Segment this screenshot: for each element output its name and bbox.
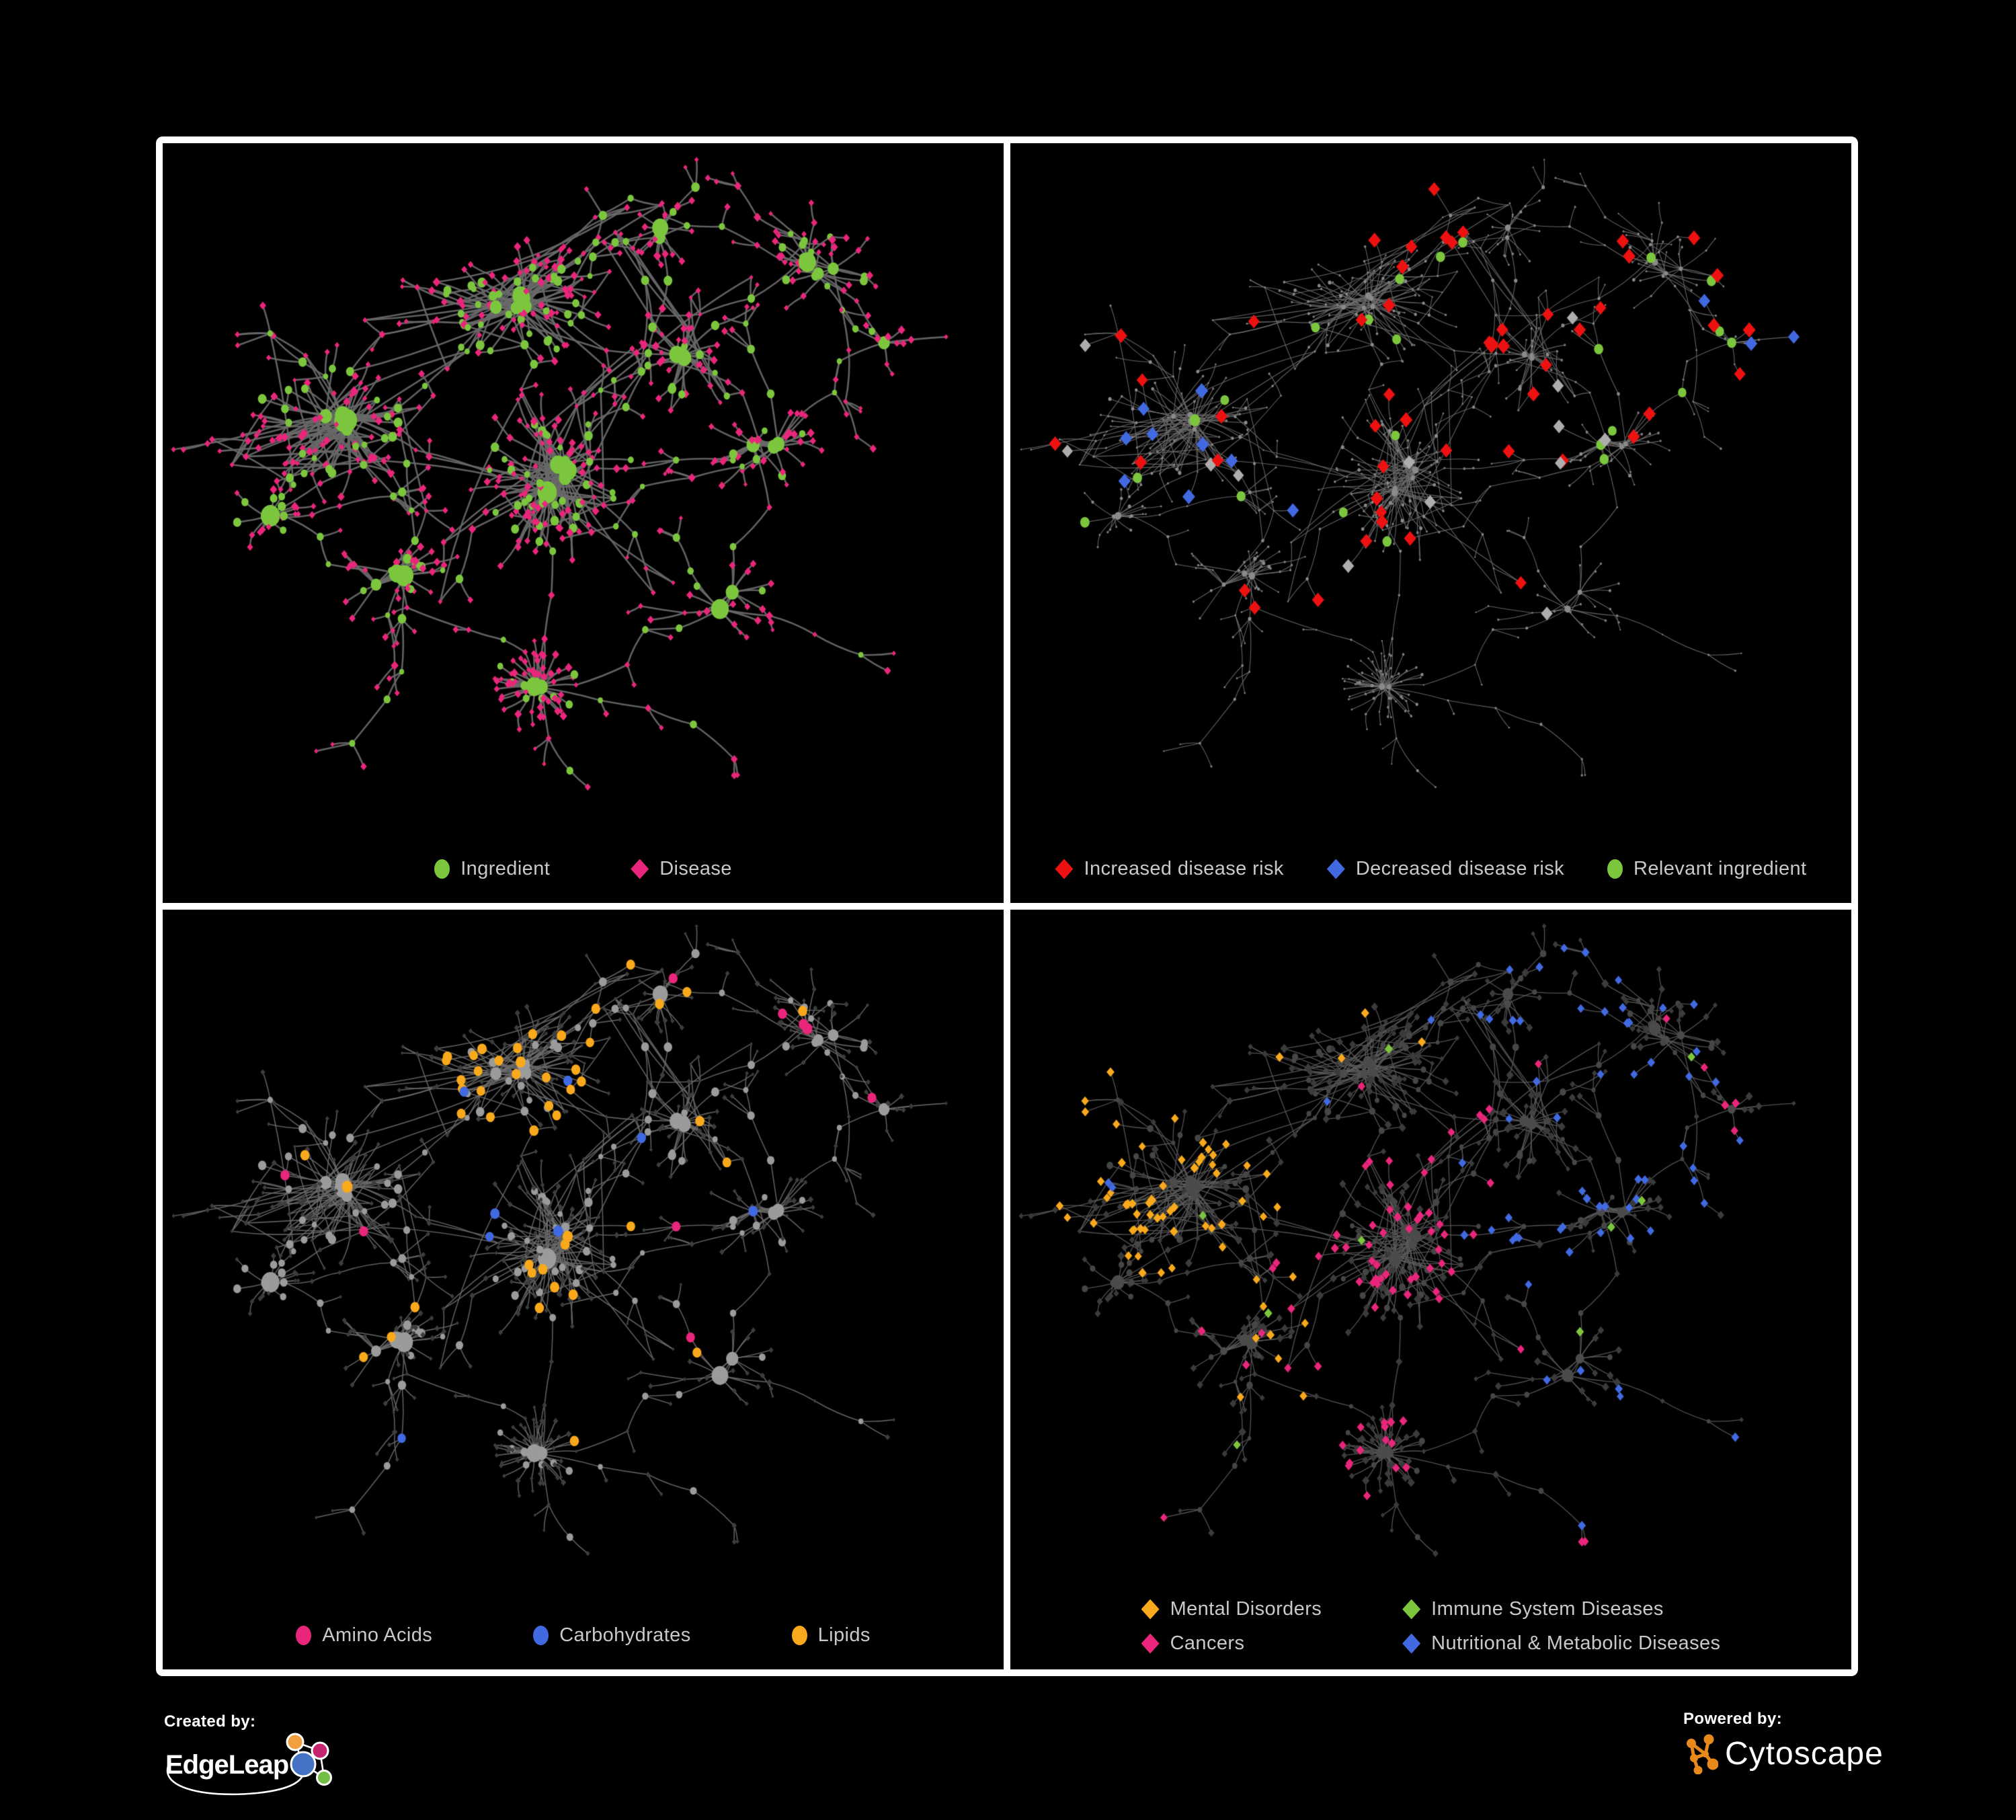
legend-item: Ingredient: [434, 858, 550, 880]
panel-disease-categories: Mental Disorders Immune System Diseases Ca…: [1010, 910, 1851, 1669]
network-canvas-disease-risk: [1010, 143, 1851, 903]
legend-item: Nutritional & Metabolic Diseases: [1402, 1632, 1720, 1655]
legend-label: Mental Disorders: [1170, 1598, 1322, 1620]
legend-marker-diamond: [1402, 1599, 1421, 1620]
powered-by-label: Powered by:: [1683, 1710, 1783, 1728]
legend-label: Relevant ingredient: [1634, 858, 1807, 879]
edgeleap-logo: EdgeLeap: [165, 1733, 332, 1796]
edgeleap-wordmark: EdgeLeap: [165, 1750, 288, 1780]
edgeleap-node-orange: [286, 1733, 305, 1751]
panel-ingredient-disease: Ingredient Disease: [163, 143, 1004, 903]
legend-marker-diamond: [1326, 859, 1345, 879]
edgeleap-node-magenta: [311, 1741, 329, 1760]
cytoscape-credit: Powered by: Cytoscape: [1683, 1710, 1884, 1774]
legend-marker-ellipse: [434, 859, 450, 879]
legend-marker-ellipse: [296, 1626, 312, 1645]
edgeleap-swoosh: [166, 1764, 305, 1796]
legend-marker-ellipse: [533, 1626, 549, 1645]
legend-label: Amino Acids: [322, 1624, 433, 1646]
legend-nutrient-categories: Amino Acids Carbohydrates Lipids: [163, 1624, 1004, 1647]
legend-item: Amino Acids: [296, 1624, 432, 1647]
legend-item: Increased disease risk: [1055, 858, 1283, 880]
legend-marker-diamond: [1402, 1633, 1421, 1654]
legend-item: Relevant ingredient: [1607, 858, 1806, 880]
legend-marker-diamond: [1141, 1599, 1160, 1620]
legend-label: Cancers: [1170, 1632, 1245, 1654]
legend-item: Cancers: [1141, 1632, 1322, 1655]
legend-marker-ellipse: [791, 1626, 807, 1645]
legend-item: Decreased disease risk: [1326, 858, 1565, 880]
edgeleap-credit: Created by: EdgeLeap: [164, 1712, 340, 1800]
network-panels-grid: Ingredient Disease Increased disease risk…: [156, 136, 1858, 1676]
network-canvas-disease-categories: [1010, 910, 1851, 1669]
legend-marker-diamond: [631, 859, 649, 879]
cytoscape-wordmark: Cytoscape: [1725, 1735, 1884, 1772]
created-by-label: Created by:: [164, 1712, 256, 1731]
legend-item: Disease: [631, 858, 732, 880]
legend-marker-diamond: [1055, 859, 1074, 879]
legend-marker-diamond: [1141, 1633, 1160, 1654]
legend-item: Carbohydrates: [533, 1624, 690, 1647]
legend-label: Decreased disease risk: [1355, 858, 1565, 879]
legend-ingredient-disease: Ingredient Disease: [163, 858, 1004, 880]
legend-item: Lipids: [791, 1624, 871, 1647]
panel-nutrient-categories: Amino Acids Carbohydrates Lipids: [163, 910, 1004, 1669]
panel-disease-risk: Increased disease risk Decreased disease …: [1010, 143, 1851, 903]
legend-label: Immune System Diseases: [1431, 1598, 1664, 1620]
network-canvas-ingredient-disease: [163, 143, 1004, 903]
legend-item: Mental Disorders: [1141, 1598, 1322, 1620]
legend-label: Carbohydrates: [559, 1624, 691, 1646]
legend-label: Nutritional & Metabolic Diseases: [1431, 1632, 1721, 1654]
legend-disease-categories: Mental Disorders Immune System Diseases Ca…: [1010, 1598, 1851, 1655]
legend-label: Increased disease risk: [1084, 858, 1284, 879]
legend-marker-ellipse: [1607, 859, 1623, 879]
legend-label: Disease: [659, 858, 732, 879]
legend-disease-risk: Increased disease risk Decreased disease …: [1010, 858, 1851, 880]
cytoscape-logo-icon: [1687, 1734, 1718, 1774]
legend-label: Ingredient: [460, 858, 551, 879]
legend-item: Immune System Diseases: [1402, 1598, 1720, 1620]
edgeleap-node-green: [316, 1770, 332, 1786]
network-canvas-nutrient-categories: [163, 910, 1004, 1669]
edgeleap-node-blue: [290, 1751, 317, 1778]
legend-label: Lipids: [817, 1624, 871, 1646]
